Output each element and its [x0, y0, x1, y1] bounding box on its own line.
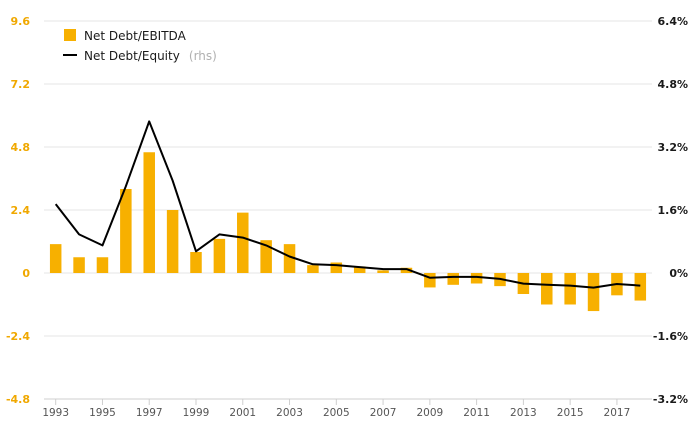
bar	[237, 212, 249, 273]
x-tick-label: 2007	[370, 407, 397, 419]
bar	[73, 257, 85, 273]
y-tick-label-left: -2.4	[6, 330, 30, 343]
bar	[400, 267, 413, 273]
y-tick-label-left: 4.8	[11, 141, 31, 154]
y-tick-label-right: -3.2%	[653, 393, 688, 406]
line-series-layer	[54, 120, 641, 289]
bar	[190, 252, 202, 273]
bar	[447, 273, 459, 285]
x-tick-label: 2015	[557, 407, 584, 419]
bar	[564, 273, 576, 305]
x-tick-label: 2009	[416, 407, 443, 419]
legend-label-line: Net Debt/Equity (rhs)	[84, 45, 217, 64]
right-axis: 6.4% 4.8% 3.2% 1.6% 0% -1.6% -3.2%	[653, 15, 688, 406]
legend-label-bar: Net Debt/EBITDA	[84, 29, 187, 43]
bar	[166, 210, 179, 273]
y-tick-label-left: 0	[22, 267, 30, 280]
x-tick-label: 1993	[42, 407, 69, 419]
bar	[283, 244, 296, 273]
y-tick-label-right: 4.8%	[657, 78, 688, 91]
y-tick-label-right: 6.4%	[657, 15, 688, 28]
x-axis: 1993 1995 1997 1999 2001 2003 2005 2007 2009 2011…	[42, 398, 652, 419]
bar	[634, 273, 647, 301]
legend-swatch-bar	[64, 29, 76, 41]
bar	[120, 189, 132, 273]
bar	[353, 266, 366, 273]
bar	[330, 262, 343, 273]
bar	[260, 240, 272, 273]
x-tick-label: 2011	[463, 407, 490, 419]
gridlines	[44, 20, 652, 337]
bar	[470, 273, 483, 284]
x-tick-label: 2005	[323, 407, 350, 419]
bar	[377, 270, 389, 273]
series-line	[54, 120, 641, 289]
y-tick-label-left: 2.4	[11, 204, 31, 217]
bar	[213, 238, 226, 273]
y-tick-label-left: 7.2	[11, 78, 31, 91]
y-tick-label-right: -1.6%	[653, 330, 688, 343]
x-tick-label: 2001	[229, 407, 256, 419]
y-tick-label-right: 3.2%	[657, 141, 688, 154]
left-axis: 9.6 7.2 4.8 2.4 0 -2.4 -4.8	[6, 15, 30, 406]
legend: Net Debt/EBITDA Net Debt/Equity (rhs)	[63, 29, 217, 64]
x-tick-label: 1997	[136, 407, 163, 419]
bar	[96, 257, 109, 273]
y-tick-label-right: 1.6%	[657, 204, 688, 217]
x-tick-label: 2013	[510, 407, 537, 419]
bar	[307, 265, 319, 273]
bar	[143, 152, 155, 273]
y-tick-label-left: -4.8	[6, 393, 30, 406]
bar-series	[49, 152, 647, 312]
legend-label-line-name: Net Debt/Equity	[84, 49, 180, 63]
x-tick-label: 1995	[89, 407, 116, 419]
bar	[424, 273, 436, 288]
x-tick-label: 2017	[604, 407, 631, 419]
bar	[541, 273, 553, 305]
bar	[587, 273, 600, 312]
legend-label-line-suffix: (rhs)	[189, 49, 217, 63]
x-tick-label: 1999	[183, 407, 210, 419]
y-tick-label-right: 0%	[669, 267, 688, 280]
bar	[49, 244, 62, 273]
x-tick-label: 2003	[276, 407, 303, 419]
y-tick-label-left: 9.6	[11, 15, 31, 28]
